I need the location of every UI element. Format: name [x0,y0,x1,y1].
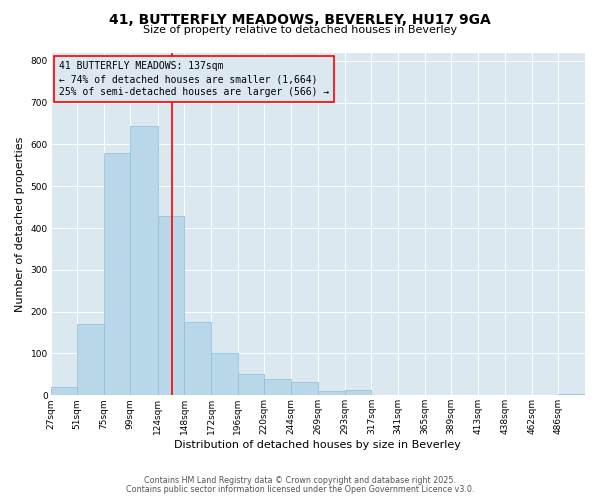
Text: 41 BUTTERFLY MEADOWS: 137sqm
← 74% of detached houses are smaller (1,664)
25% of: 41 BUTTERFLY MEADOWS: 137sqm ← 74% of de… [59,61,329,98]
Text: 41, BUTTERFLY MEADOWS, BEVERLEY, HU17 9GA: 41, BUTTERFLY MEADOWS, BEVERLEY, HU17 9G… [109,12,491,26]
Y-axis label: Number of detached properties: Number of detached properties [15,136,25,312]
Bar [77,324,104,396]
Text: Contains public sector information licensed under the Open Government Licence v3: Contains public sector information licen… [126,484,474,494]
Text: Contains HM Land Registry data © Crown copyright and database right 2025.: Contains HM Land Registry data © Crown c… [144,476,456,485]
Bar [319,391,345,396]
Bar [559,394,585,396]
Text: Size of property relative to detached houses in Beverley: Size of property relative to detached ho… [143,25,457,35]
Bar [238,374,264,396]
Bar [184,322,211,396]
Bar [211,354,238,396]
Bar [158,216,184,396]
Bar [104,153,130,396]
X-axis label: Distribution of detached houses by size in Beverley: Distribution of detached houses by size … [175,440,461,450]
Bar [130,126,158,396]
Bar [345,390,371,396]
Bar [290,382,319,396]
Bar [264,380,290,396]
Bar [50,387,77,396]
